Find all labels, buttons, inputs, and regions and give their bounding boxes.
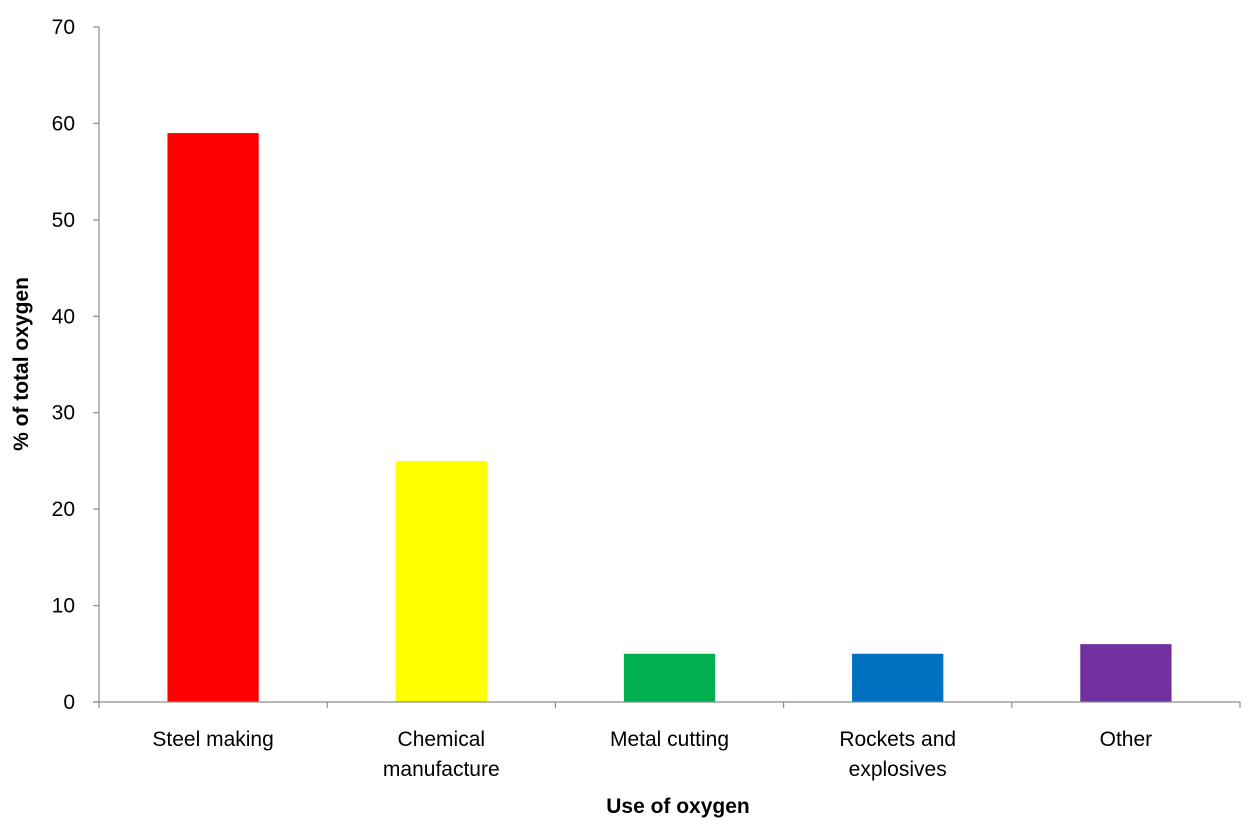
x-tick-label: explosives — [849, 758, 947, 781]
y-tick-label: 30 — [52, 402, 75, 425]
y-tick-label: 10 — [52, 595, 75, 618]
y-tick-label: 60 — [52, 112, 75, 135]
y-tick-label: 70 — [52, 16, 75, 39]
y-tick-label: 40 — [52, 305, 75, 328]
y-tick-label: 0 — [63, 691, 75, 714]
x-tick-label: Steel making — [152, 728, 273, 751]
x-tick-label: manufacture — [383, 758, 500, 781]
x-tick-label: Metal cutting — [610, 728, 729, 751]
bars-group — [167, 133, 1172, 703]
x-tick-label: Other — [1100, 728, 1153, 751]
x-axis-ticks: Steel making Chemical manufacture Metal cut… — [98, 702, 1241, 781]
bar — [623, 653, 716, 702]
bar — [852, 653, 944, 702]
x-axis-title: Use of oxygen — [606, 795, 750, 818]
x-tick-label: Chemical — [398, 728, 486, 751]
bar — [1080, 644, 1172, 702]
bar — [395, 460, 487, 702]
y-tick-label: 50 — [52, 209, 75, 232]
x-tick-label: Rockets and — [839, 728, 956, 751]
y-axis-title: % of total oxygen — [10, 277, 33, 451]
bar — [167, 133, 259, 703]
y-axis-ticks: 0 10 20 30 40 50 60 70 — [52, 16, 99, 714]
y-tick-label: 20 — [52, 498, 75, 521]
